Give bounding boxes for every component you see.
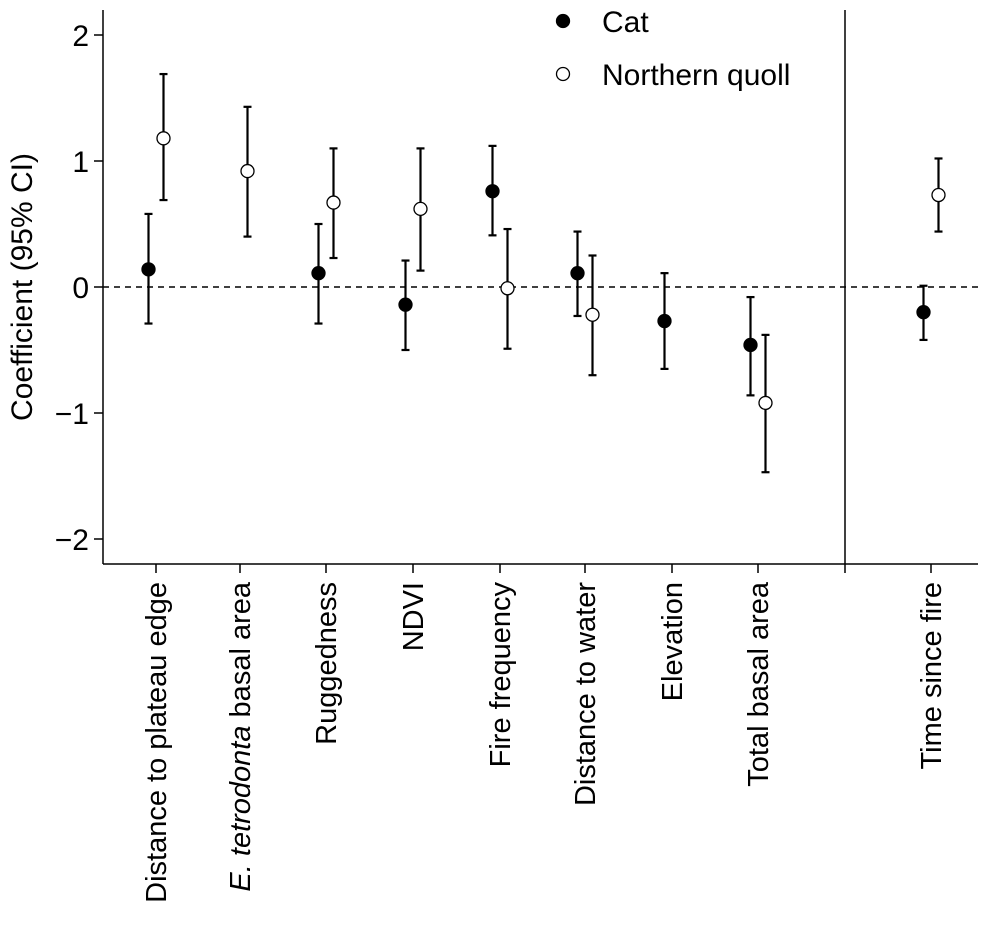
quoll-point-group [931, 157, 946, 233]
legend: Cat Northern quoll [555, 6, 790, 92]
cat-point [398, 297, 413, 312]
y-tick-label: 0 [72, 272, 89, 305]
quoll-point-group [326, 147, 341, 260]
cat-point [485, 184, 500, 199]
y-axis-title: Coefficient (95% CI) [6, 153, 39, 421]
quoll-point [585, 307, 600, 322]
quoll-point-group [500, 227, 515, 350]
legend-marker [555, 13, 571, 29]
quoll-point [500, 281, 515, 296]
cat-point [570, 265, 585, 281]
x-category-label: NDVI [398, 582, 430, 651]
x-category-label: Distance to water [570, 582, 602, 806]
legend-label: Northern quoll [602, 59, 790, 92]
cat-point [743, 337, 758, 353]
x-category-label: Time since fire [916, 582, 948, 769]
quoll-point-group [585, 254, 600, 377]
cat-point-group [485, 144, 500, 237]
cat-point-group [657, 272, 672, 370]
cat-point-group [311, 222, 326, 325]
cat-point-group [398, 259, 413, 352]
y-tick-label: 1 [72, 146, 89, 179]
cat-point-group [141, 212, 156, 325]
cat-point [916, 305, 931, 320]
quoll-point [758, 395, 773, 411]
quoll-point-group [758, 333, 773, 474]
x-category-label: Elevation [657, 582, 689, 701]
cat-point-group [916, 284, 931, 342]
cat-point [657, 313, 672, 329]
cat-point-group [570, 230, 585, 318]
axes [102, 10, 978, 573]
y-tick-label: −2 [55, 524, 89, 557]
x-category-label: Distance to plateau edge [141, 582, 173, 903]
quoll-point [326, 195, 341, 210]
y-axis-ticks: −2 −1 0 1 2 [55, 20, 103, 557]
x-category-label: Total basal area [743, 581, 775, 787]
quoll-point [931, 187, 946, 203]
cat-point [141, 262, 156, 277]
quoll-point [413, 201, 428, 217]
x-category-label: Ruggedness [311, 582, 343, 745]
y-tick-label: −1 [55, 398, 89, 431]
quoll-point-group [156, 72, 171, 202]
y-tick-label: 2 [72, 20, 89, 53]
x-category-label: Fire frequency [485, 582, 517, 768]
x-axis-category-labels: Distance to plateau edge E. tetrodonta ba… [141, 581, 948, 903]
data-marks [141, 72, 946, 474]
legend-label: Cat [602, 6, 649, 39]
quoll-point [156, 131, 171, 146]
cat-point-group [743, 295, 758, 397]
quoll-point-group [413, 147, 428, 272]
cat-point [311, 265, 326, 281]
x-category-label: E. tetrodonta basal area [225, 581, 257, 891]
legend-marker [555, 66, 571, 82]
quoll-point-group [240, 105, 255, 238]
quoll-point [240, 163, 255, 179]
